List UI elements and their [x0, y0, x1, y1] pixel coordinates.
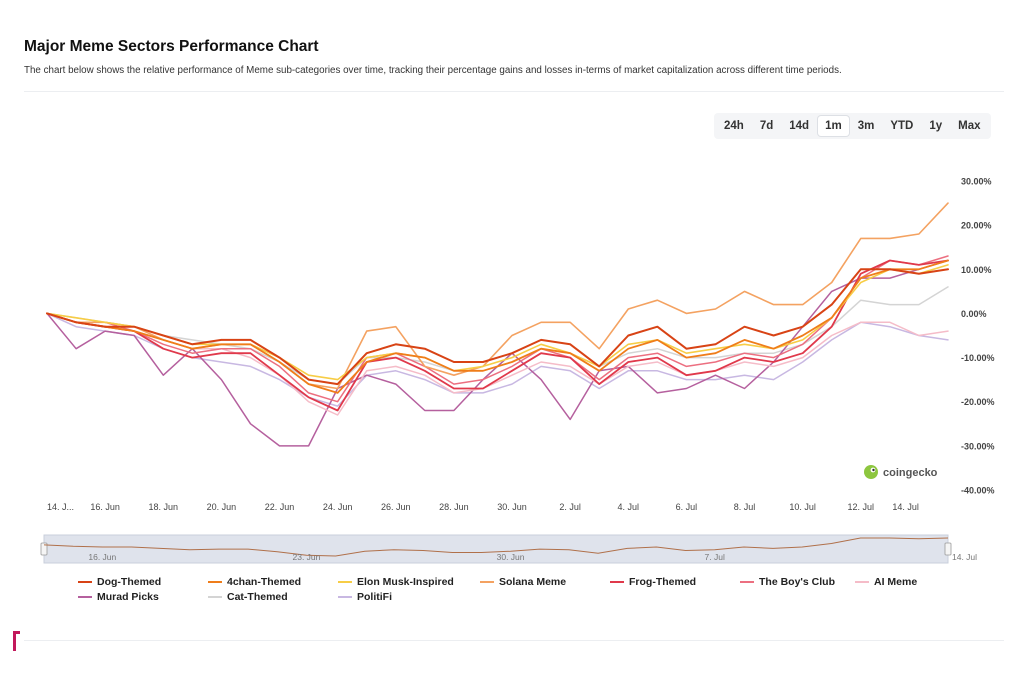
y-tick-label: 30.00% — [961, 177, 992, 187]
navigator-label: 14. Jul — [952, 552, 977, 562]
legend-swatch — [480, 581, 494, 583]
series-line-politifi — [46, 312, 949, 407]
x-tick-label: 30. Jun — [497, 502, 527, 512]
legend-label: 4chan-Themed — [227, 576, 302, 588]
legend-swatch — [740, 581, 754, 583]
series-line-solana-meme — [46, 202, 949, 390]
legend-label: Dog-Themed — [97, 576, 162, 588]
x-tick-label: 22. Jun — [265, 502, 295, 512]
series-line-dog-themed — [46, 268, 949, 386]
navigator-label: 23. Jun — [293, 552, 321, 562]
legend-label: Murad Picks — [97, 591, 159, 603]
range-button-1y[interactable]: 1y — [929, 120, 943, 132]
series-line-4chan-themed — [46, 259, 949, 394]
navigator-label: 7. Jul — [705, 552, 725, 562]
x-tick-label: 6. Jul — [676, 502, 698, 512]
legend-item-ai-meme[interactable]: AI Meme — [855, 576, 955, 588]
range-button-ytd[interactable]: YTD — [890, 120, 914, 132]
legend-label: Solana Meme — [499, 576, 567, 588]
legend-swatch — [338, 581, 352, 583]
range-button-24h[interactable]: 24h — [724, 120, 744, 132]
legend-item-politifi[interactable]: PolitiFi — [338, 591, 480, 603]
navigator-label: 16. Jun — [88, 552, 116, 562]
page-subtitle: The chart below shows the relative perfo… — [24, 65, 842, 76]
navigator-label: 30. Jun — [497, 552, 525, 562]
navigator-right-handle — [944, 542, 952, 556]
legend-item-murad-picks[interactable]: Murad Picks — [78, 591, 208, 603]
x-tick-label: 2. Jul — [559, 502, 581, 512]
x-tick-label: 16. Jun — [90, 502, 120, 512]
corner-mark-icon — [13, 631, 20, 651]
y-tick-label: -30.00% — [961, 441, 995, 451]
series-line-elon-musk-inspired — [46, 264, 949, 381]
series-line-the-boy-s-club — [46, 255, 949, 403]
x-tick-label: 10. Jul — [789, 502, 816, 512]
series-line-murad-picks — [46, 259, 949, 447]
legend-label: Elon Musk-Inspired — [357, 576, 454, 588]
legend-swatch — [610, 581, 624, 583]
legend-label: Frog-Themed — [629, 576, 697, 588]
y-tick-label: 20.00% — [961, 221, 992, 231]
legend-label: The Boy's Club — [759, 576, 836, 588]
x-tick-label: 20. Jun — [207, 502, 237, 512]
gecko-logo-icon — [864, 465, 878, 479]
legend-label: AI Meme — [874, 576, 918, 588]
header-divider — [24, 91, 1004, 92]
x-tick-label: 26. Jun — [381, 502, 411, 512]
range-button-1m[interactable]: 1m — [818, 116, 849, 136]
x-tick-label: 4. Jul — [618, 502, 640, 512]
y-tick-label: -10.00% — [961, 353, 995, 363]
legend-swatch — [78, 596, 92, 598]
chart-navigator: 16. Jun 23. Jun 30. Jun 7. Jul 14. Jul — [40, 534, 977, 564]
range-button-7d[interactable]: 7d — [759, 120, 774, 132]
legend-label: PolitiFi — [357, 591, 392, 603]
gecko-logo-pupil — [872, 468, 875, 472]
x-tick-label: 14. Jul — [892, 502, 919, 512]
time-range-selector: 24h 7d 14d 1m 3m YTD 1y Max — [714, 113, 991, 139]
legend-item-frog-themed[interactable]: Frog-Themed — [610, 576, 740, 588]
x-tick-label: 14. J... — [47, 502, 74, 512]
legend-item-solana-meme[interactable]: Solana Meme — [480, 576, 610, 588]
range-button-14d[interactable]: 14d — [789, 120, 810, 132]
x-tick-label: 8. Jul — [734, 502, 756, 512]
x-tick-label: 24. Jun — [323, 502, 353, 512]
legend-swatch — [208, 581, 222, 583]
legend-item-cat-themed[interactable]: Cat-Themed — [208, 591, 338, 603]
x-tick-label: 12. Jul — [848, 502, 875, 512]
y-tick-label: -20.00% — [961, 397, 995, 407]
legend-swatch — [338, 596, 352, 598]
legend-item-elon-musk-inspired[interactable]: Elon Musk-Inspired — [338, 576, 480, 588]
x-tick-label: 28. Jun — [439, 502, 469, 512]
legend-item-4chan-themed[interactable]: 4chan-Themed — [208, 576, 338, 588]
watermark-text: coingecko — [883, 467, 938, 479]
legend-swatch — [208, 596, 222, 598]
range-button-3m[interactable]: 3m — [857, 120, 875, 132]
navigator-window — [43, 534, 949, 564]
legend-swatch — [78, 581, 92, 583]
footer-divider — [24, 640, 1004, 641]
chart-legend: Dog-Themed 4chan-Themed Elon Musk-Inspired… — [78, 576, 958, 603]
legend-item-the-boy-s-club[interactable]: The Boy's Club — [740, 576, 855, 588]
page-title: Major Meme Sectors Performance Chart — [24, 38, 319, 55]
navigator-series-line — [43, 537, 949, 557]
legend-swatch — [855, 581, 869, 583]
y-tick-label: -40.00% — [961, 486, 995, 496]
x-tick-label: 18. Jun — [148, 502, 178, 512]
navigator-left-handle — [40, 542, 48, 556]
range-button-max[interactable]: Max — [958, 120, 981, 132]
y-tick-label: 10.00% — [961, 265, 992, 275]
coingecko-watermark: coingecko — [864, 465, 938, 479]
legend-label: Cat-Themed — [227, 591, 288, 603]
y-tick-label: 0.00% — [961, 309, 987, 319]
series-line-frog-themed — [46, 259, 949, 412]
legend-item-dog-themed[interactable]: Dog-Themed — [78, 576, 208, 588]
